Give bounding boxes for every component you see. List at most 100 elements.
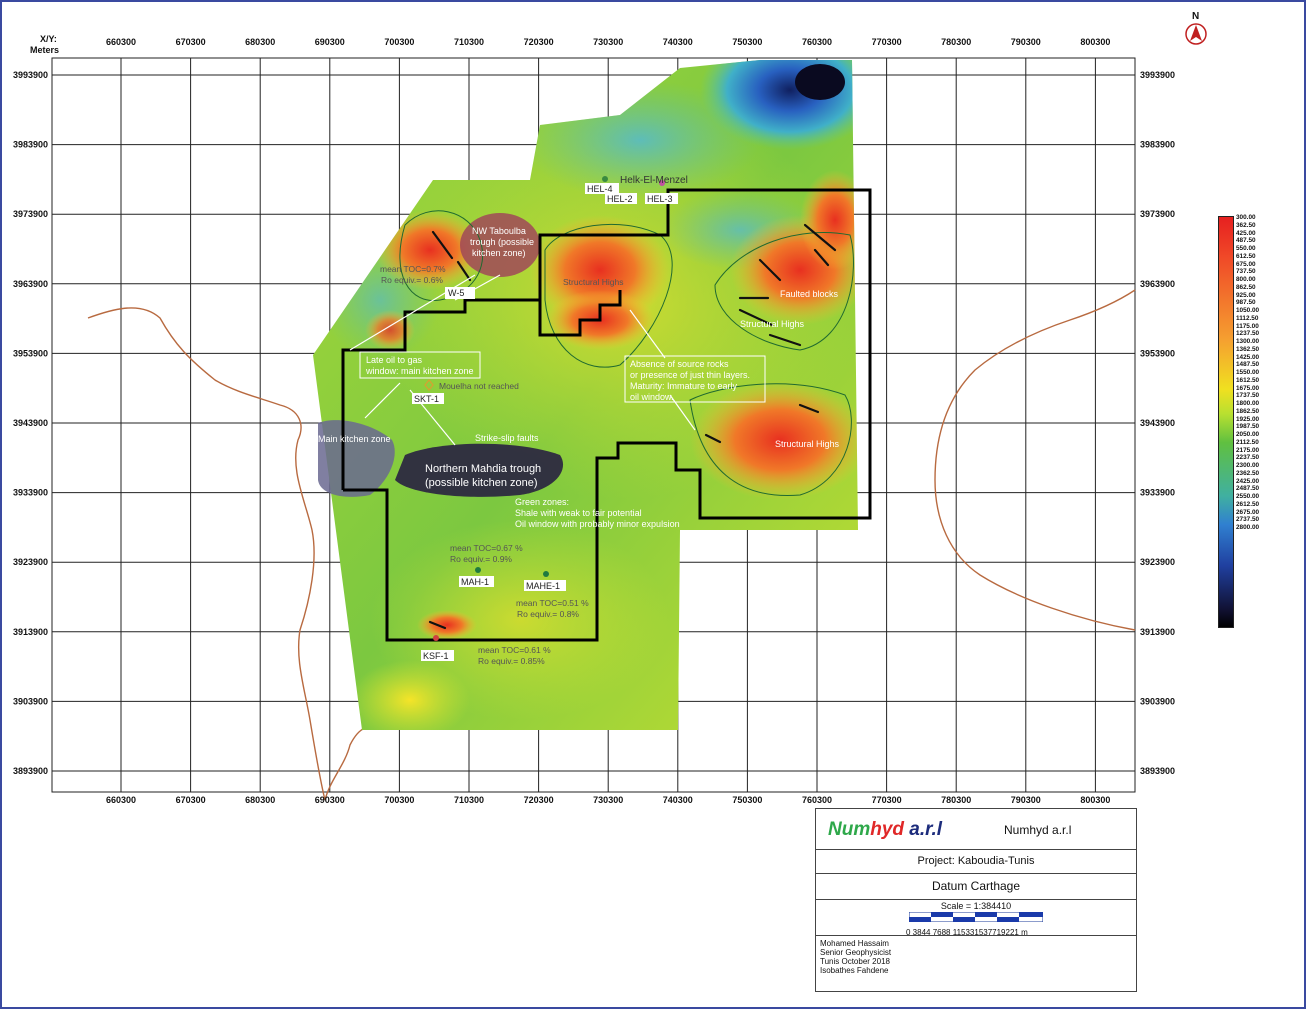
- legend-value: 800.00: [1236, 276, 1256, 283]
- y-tick-label: 3983900: [13, 140, 48, 150]
- legend-value: 1800.00: [1236, 400, 1260, 407]
- legend-value: 1675.00: [1236, 384, 1260, 392]
- permit-boundaries: [341, 188, 872, 642]
- x-tick-label: 740300: [663, 795, 693, 805]
- well-label-hel3: HEL-3: [647, 194, 673, 204]
- well-label-hel2: HEL-2: [607, 194, 633, 204]
- x-tick-label: 730300: [593, 795, 623, 805]
- y-tick-label: 3963900: [13, 279, 48, 289]
- nw-trough-line2: trough (possible: [470, 237, 534, 247]
- tb-row-company: Numhyd a.r.l Numhyd a.r.l: [816, 809, 1136, 850]
- toc-mah-line1: mean TOC=0.67 %: [450, 543, 523, 553]
- well-label-mahe1: MAHE-1: [526, 581, 560, 591]
- axis-labels: 660300 660300 670300 670300 680300 680300 6903…: [13, 37, 1175, 805]
- x-tick-label: 710300: [454, 795, 484, 805]
- well-marker-mah1[interactable]: [475, 567, 481, 573]
- well-marker-hel4[interactable]: [602, 176, 608, 182]
- well-marker-hel3[interactable]: [659, 180, 665, 186]
- title-block: Numhyd a.r.l Numhyd a.r.l Project: Kabou…: [815, 808, 1137, 992]
- green-zones-line2: Shale with weak to fair potential: [515, 508, 642, 518]
- map-annotations: Helk-El-Menzel NW Taboulba trough (possi…: [318, 175, 840, 666]
- legend-value: 2800.00: [1236, 524, 1260, 531]
- mouelha-label: Mouelha not reached: [439, 381, 519, 391]
- structural-highs-1: Structural Highs: [563, 277, 623, 287]
- author-line: Mohamed Hassaim: [820, 939, 889, 948]
- author-line: Senior Geophysicist: [820, 948, 892, 957]
- x-tick-label: 670300: [176, 37, 206, 47]
- grid-border: [51, 57, 1136, 793]
- x-tick-label: 760300: [802, 37, 832, 47]
- well-marker-mahe1[interactable]: [543, 571, 549, 577]
- legend-value: 862.50: [1236, 283, 1256, 291]
- structural-highs-2: Structural Highs: [740, 319, 805, 329]
- strike-slip-label: Strike-slip faults: [475, 433, 539, 443]
- legend-value: 2487.50: [1236, 485, 1260, 493]
- toc-mahe-line2: Ro equiv.= 0.8%: [517, 609, 579, 619]
- x-tick-label: 670300: [176, 795, 206, 805]
- toc-nw-line1: mean TOC=0.7%: [380, 264, 446, 274]
- y-tick-label: 3903900: [1140, 696, 1175, 706]
- late-oil-line2: window: main kitchen zone: [365, 366, 474, 376]
- x-tick-label: 690300: [315, 37, 345, 47]
- late-oil-box: [359, 351, 481, 379]
- toc-mahe-line1: mean TOC=0.51 %: [516, 598, 589, 608]
- absence-line3: Maturity: Immature to early: [630, 381, 738, 391]
- absence-line4: oil window.: [630, 392, 674, 402]
- legend-value: 2237.50: [1236, 454, 1260, 462]
- absence-box: [624, 355, 766, 403]
- north-arrow-icon: N: [1184, 10, 1210, 50]
- legend-value: 2425.00: [1236, 477, 1260, 485]
- legend-value: 2550.00: [1236, 493, 1260, 500]
- legend-value: 1550.00: [1236, 369, 1260, 376]
- x-tick-label: 750300: [732, 37, 762, 47]
- legend-value: 300.00: [1236, 214, 1256, 221]
- legend-value: 1925.00: [1236, 415, 1260, 423]
- y-tick-label: 3933900: [1140, 488, 1175, 498]
- scale-label: Scale = 1:384410: [940, 901, 1012, 911]
- green-zones-line3: Oil window with probably minor expulsion: [515, 519, 680, 529]
- mahdia-line2: (possible kitchen zone): [425, 477, 538, 489]
- y-tick-label: 3903900: [13, 696, 48, 706]
- legend-value: 425.00: [1236, 229, 1256, 237]
- well-label-skt1: SKT-1: [414, 394, 439, 404]
- corner-label-xy: X/Y:: [40, 34, 57, 44]
- x-tick-label: 730300: [593, 37, 623, 47]
- well-marker-skt1[interactable]: [424, 379, 434, 391]
- y-tick-label: 3973900: [13, 209, 48, 219]
- well-marker-ksf1[interactable]: [433, 635, 439, 641]
- legend-value: 1237.50: [1236, 330, 1260, 338]
- legend-value: 1425.00: [1236, 353, 1260, 361]
- x-tick-label: 790300: [1011, 795, 1041, 805]
- author-line: Isobathes Fahdene: [820, 966, 889, 975]
- y-tick-label: 3953900: [1140, 348, 1175, 358]
- x-tick-label: 710300: [454, 37, 484, 47]
- mahdia-line1: Northern Mahdia trough: [425, 463, 541, 475]
- x-tick-label: 770300: [872, 37, 902, 47]
- legend-value: 1112.50: [1236, 314, 1259, 322]
- author-block: Mohamed Hassaim Senior Geophysicist Tuni…: [820, 939, 891, 975]
- legend-value: 2112.50: [1236, 438, 1259, 446]
- legend-value: 362.50: [1236, 221, 1256, 229]
- toc-mah-line2: Ro equiv.= 0.9%: [450, 554, 512, 564]
- well-label-hel4: HEL-4: [587, 184, 613, 194]
- datum-label: Datum Carthage: [931, 879, 1021, 893]
- legend-value: 925.00: [1236, 291, 1256, 299]
- toc-nw-line2: Ro equiv.= 0.6%: [381, 275, 443, 285]
- legend-value: 2175.00: [1236, 446, 1260, 454]
- x-tick-label: 760300: [802, 795, 832, 805]
- well-labels: HEL-4 HEL-2 HEL-3 W-5 SKT-1 MAH-1 MAHE-1…: [412, 183, 678, 661]
- well-markers[interactable]: [424, 176, 665, 641]
- x-tick-label: 680300: [245, 795, 275, 805]
- main-kitchen-label: Main kitchen zone: [318, 434, 391, 444]
- faulted-blocks-label: Faulted blocks: [780, 289, 839, 299]
- green-zones-line1: Green zones:: [515, 497, 569, 507]
- tb-row-scale: [816, 899, 1136, 936]
- well-label-ksf1: KSF-1: [423, 651, 449, 661]
- legend-value: 1612.50: [1236, 376, 1260, 384]
- company-name: Numhyd a.r.l: [1004, 823, 1072, 837]
- legend-value: 2675.00: [1236, 508, 1260, 516]
- legend-value: 2362.50: [1236, 469, 1260, 477]
- legend-value: 1175.00: [1236, 322, 1259, 330]
- y-tick-label: 3913900: [1140, 627, 1175, 637]
